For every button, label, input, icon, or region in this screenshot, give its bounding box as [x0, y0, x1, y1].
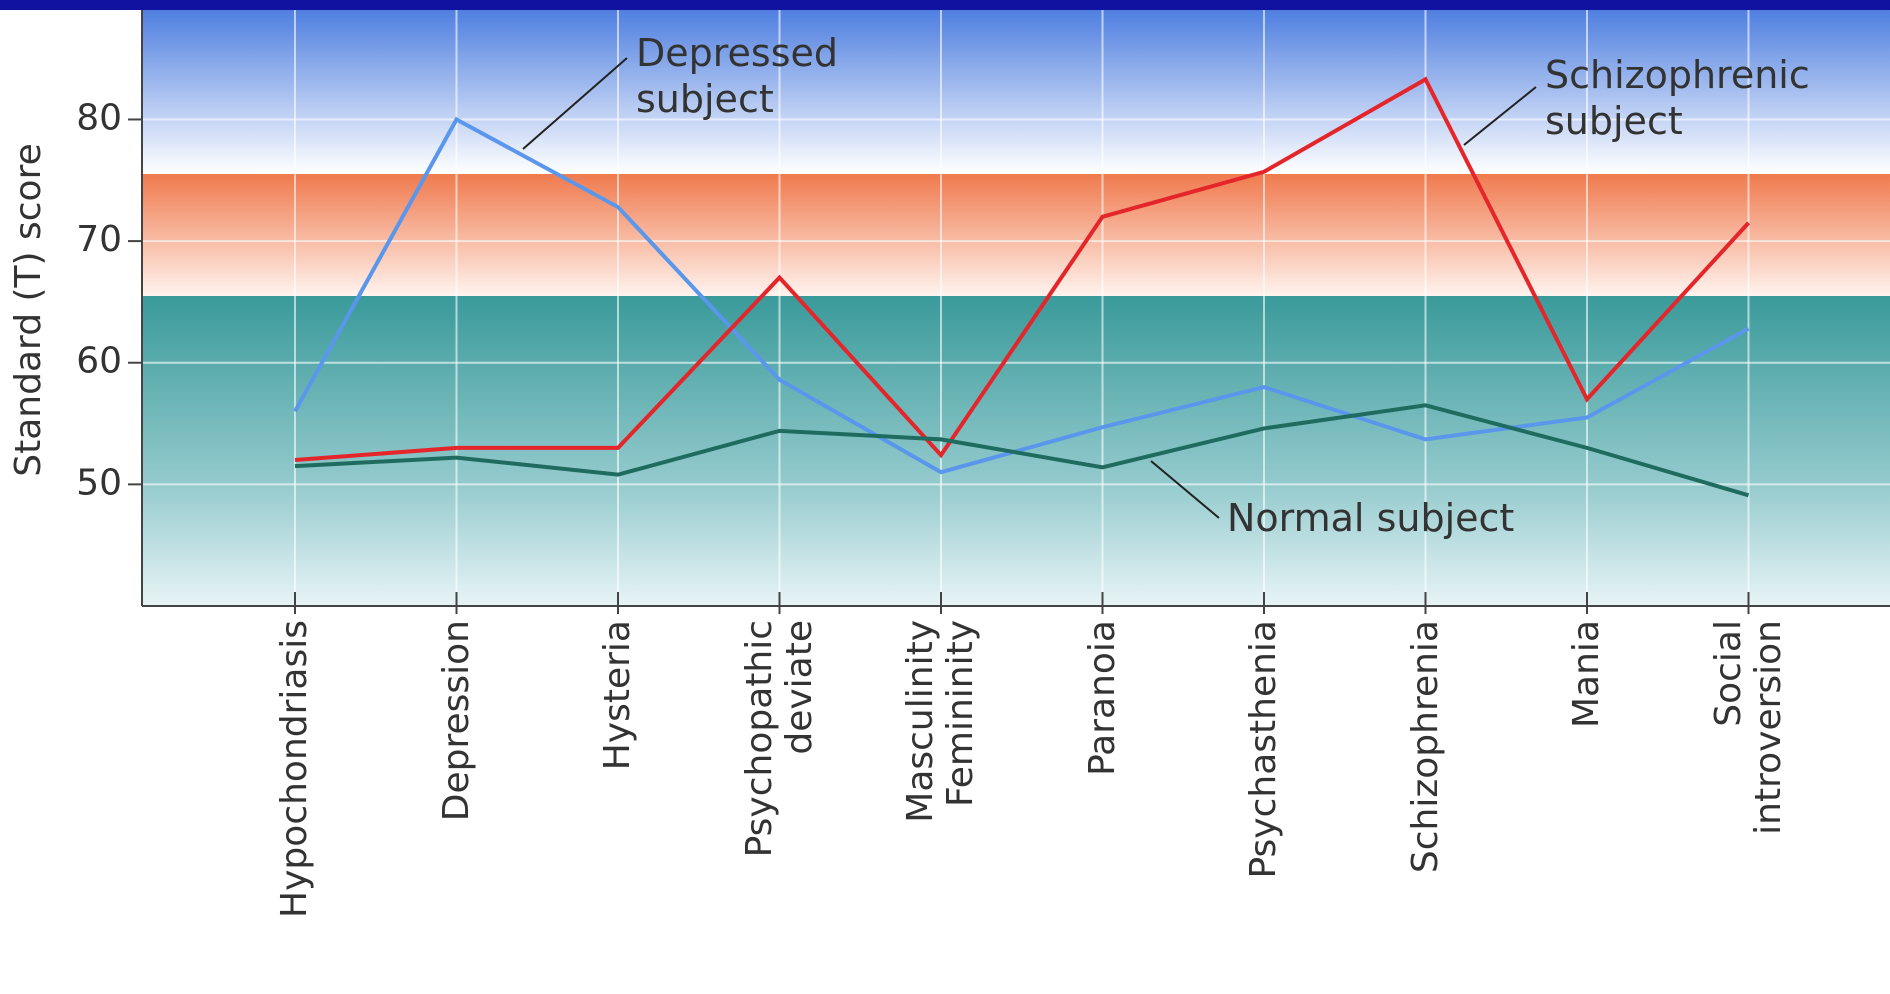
leader-line — [522, 57, 628, 150]
leader-line — [1150, 460, 1220, 519]
top-strip — [0, 0, 1890, 10]
x-tick-label: Depression — [435, 620, 477, 822]
x-tick-label: Hysteria — [597, 620, 638, 771]
x-tick-label: Psychasthenia — [1243, 620, 1284, 879]
annotation: Depressed subject — [636, 31, 839, 121]
y-tick-label: 50 — [76, 462, 122, 503]
x-tick-label: Social introversion — [1707, 620, 1789, 835]
y-tick-label: 70 — [76, 219, 122, 260]
x-tick-label: Mania — [1566, 620, 1607, 728]
annotation: Schizophrenic subject — [1545, 53, 1810, 143]
x-tick-label: Hypochondriasis — [274, 620, 315, 918]
annotation: Normal subject — [1227, 496, 1515, 540]
series-line — [294, 403, 1750, 498]
series-line — [294, 76, 1750, 463]
y-tick-label: 60 — [76, 341, 122, 382]
y-tick-label: 80 — [76, 97, 122, 138]
x-tick-label: Masculinity Femininity — [900, 620, 981, 823]
x-tick-label: Schizophrenia — [1404, 620, 1446, 874]
y-axis-label: Standard (T) score — [8, 143, 49, 476]
band-high — [142, 10, 1890, 174]
x-tick-label: Psychopathic deviate — [738, 620, 820, 858]
leader-line — [1463, 86, 1537, 146]
x-tick-label: Paranoia — [1081, 620, 1123, 776]
band-mid — [142, 174, 1890, 296]
